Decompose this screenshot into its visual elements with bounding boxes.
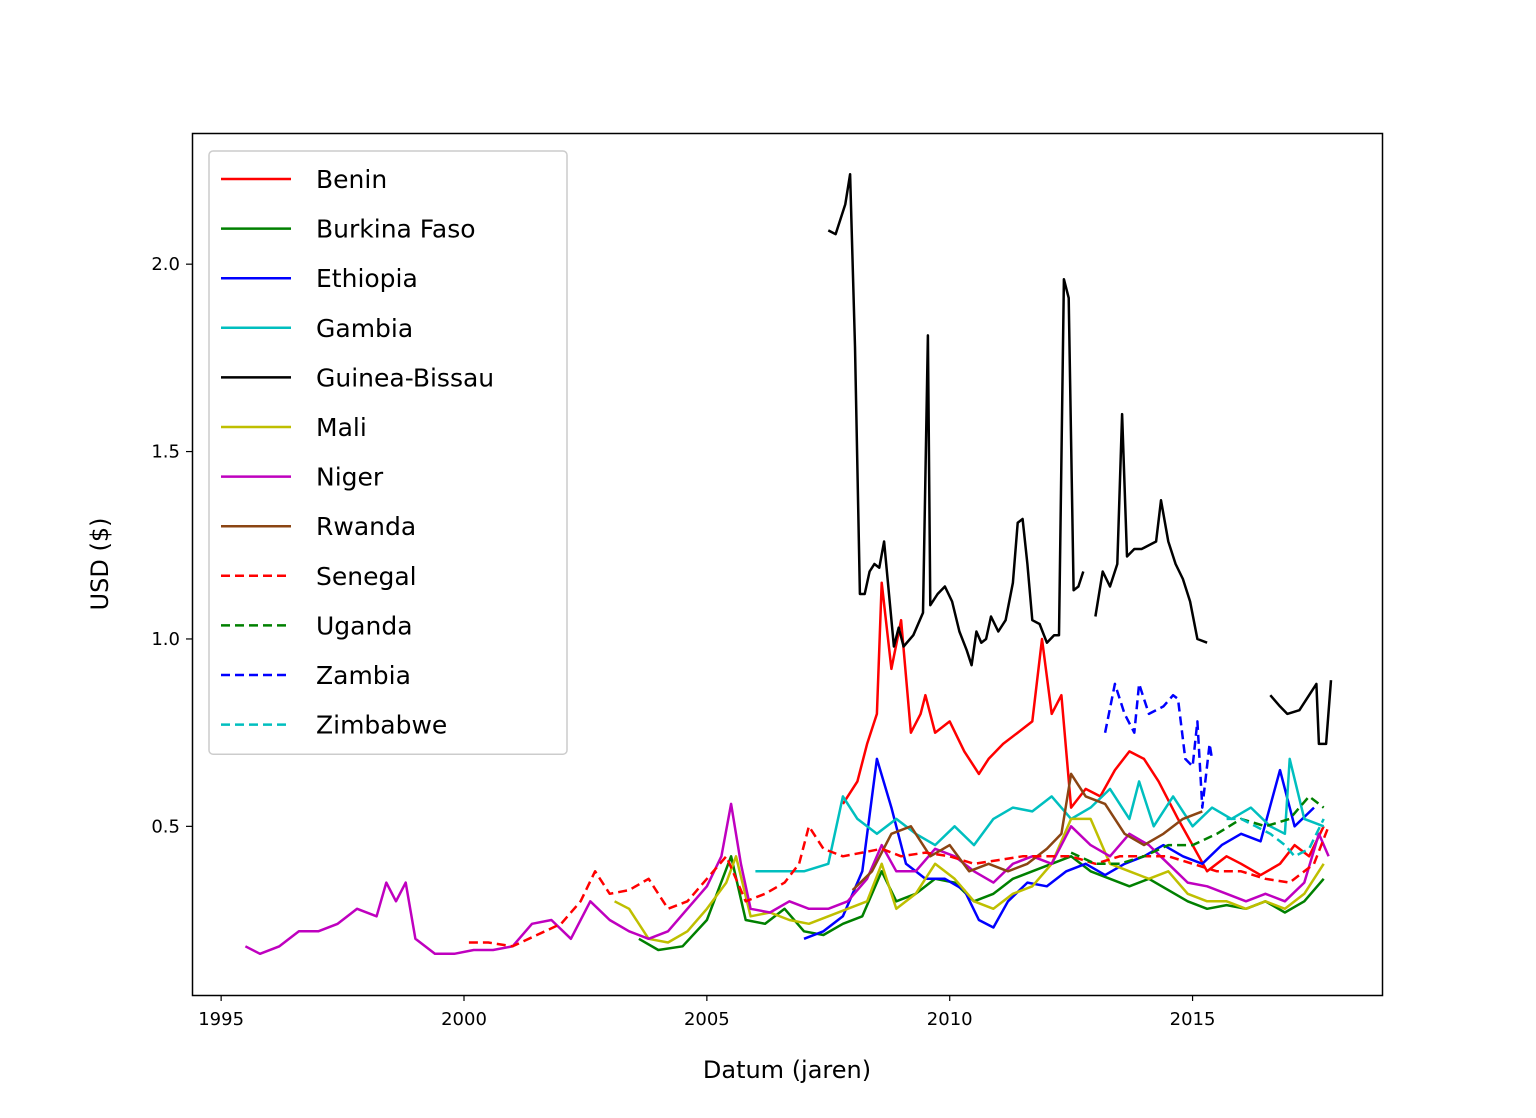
y-tick-label: 2.0	[151, 254, 180, 275]
x-axis-label: Datum (jaren)	[703, 1056, 871, 1084]
x-tick-label: 1995	[198, 1009, 244, 1030]
y-axis: 0.5 1.0 1.5 2.0	[151, 254, 192, 837]
x-tick-label: 2005	[684, 1009, 730, 1030]
y-tick-label: 1.5	[151, 442, 180, 463]
series-line-gambia	[755, 757, 1325, 873]
legend-label: Ethiopia	[316, 264, 418, 293]
y-tick-label: 0.5	[151, 816, 180, 837]
legend-label: Zambia	[316, 661, 411, 690]
y-axis-label: USD ($)	[86, 518, 114, 611]
plot-area	[244, 172, 1333, 956]
series-line-guinea-bissau	[827, 172, 1085, 667]
legend-label: Guinea-Bissau	[316, 363, 494, 392]
x-tick-label: 2000	[441, 1009, 487, 1030]
series-line-zimbabwe	[1226, 817, 1325, 858]
series-line-mali	[614, 817, 1325, 944]
legend-label: Rwanda	[316, 512, 416, 541]
series-layer	[244, 172, 1333, 956]
legend: Benin Burkina Faso Ethiopia Gambia Guinea-Bi…	[208, 150, 568, 755]
x-axis: 1995 2000 2005 2010 2015	[198, 995, 1215, 1030]
x-tick-label: 2010	[927, 1009, 973, 1030]
plot-frame	[191, 132, 1384, 997]
legend-label: Niger	[316, 463, 384, 492]
series-line-uganda	[1070, 795, 1325, 866]
y-tick-label: 1.0	[151, 629, 180, 650]
series-line-zambia	[1103, 682, 1214, 809]
series-line-ethiopia	[803, 757, 1315, 940]
legend-label: Mali	[316, 413, 367, 442]
legend-label: Burkina Faso	[316, 215, 476, 244]
series-line-guinea-bissau	[1269, 680, 1333, 746]
series-line-guinea-bissau	[1094, 412, 1208, 644]
legend-label: Zimbabwe	[316, 711, 447, 740]
legend-label: Uganda	[316, 611, 413, 640]
legend-label: Senegal	[316, 562, 417, 591]
legend-label: Benin	[316, 165, 387, 194]
series-line-senegal	[468, 825, 1330, 948]
legend-label: Gambia	[316, 314, 413, 343]
x-tick-label: 2015	[1170, 1009, 1216, 1030]
legend-box	[208, 150, 568, 755]
series-line-burkina-faso	[638, 855, 1325, 952]
